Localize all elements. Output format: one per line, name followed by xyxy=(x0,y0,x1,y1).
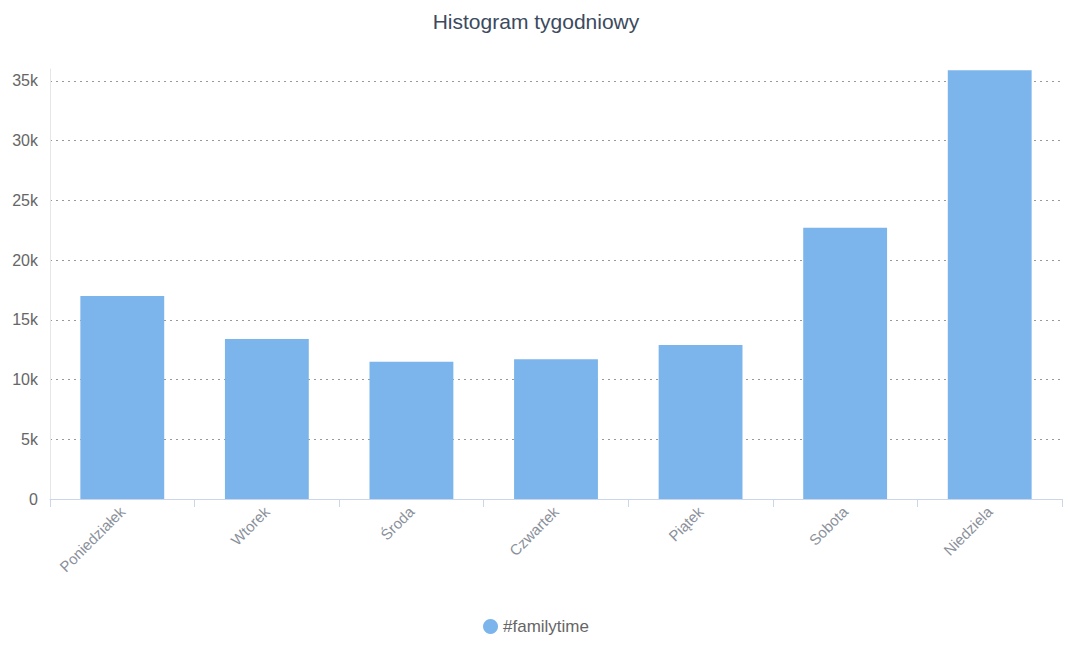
svg-text:Histogram tygodniowy: Histogram tygodniowy xyxy=(433,10,640,33)
svg-text:15k: 15k xyxy=(12,311,39,328)
svg-text:Poniedziałek: Poniedziałek xyxy=(56,503,128,575)
svg-text:Środa: Środa xyxy=(377,503,418,544)
svg-text:#familytime: #familytime xyxy=(503,617,589,636)
svg-text:Czwartek: Czwartek xyxy=(506,503,563,560)
svg-text:0: 0 xyxy=(29,491,38,508)
svg-text:35k: 35k xyxy=(12,72,39,89)
svg-text:Piątek: Piątek xyxy=(665,503,707,545)
svg-text:5k: 5k xyxy=(21,431,39,448)
svg-text:Wtorek: Wtorek xyxy=(227,503,273,549)
svg-text:25k: 25k xyxy=(12,192,39,209)
svg-text:10k: 10k xyxy=(12,371,39,388)
svg-text:Sobota: Sobota xyxy=(806,503,852,549)
svg-text:Niedziela: Niedziela xyxy=(940,503,996,559)
svg-text:30k: 30k xyxy=(12,132,39,149)
svg-text:20k: 20k xyxy=(12,252,39,269)
